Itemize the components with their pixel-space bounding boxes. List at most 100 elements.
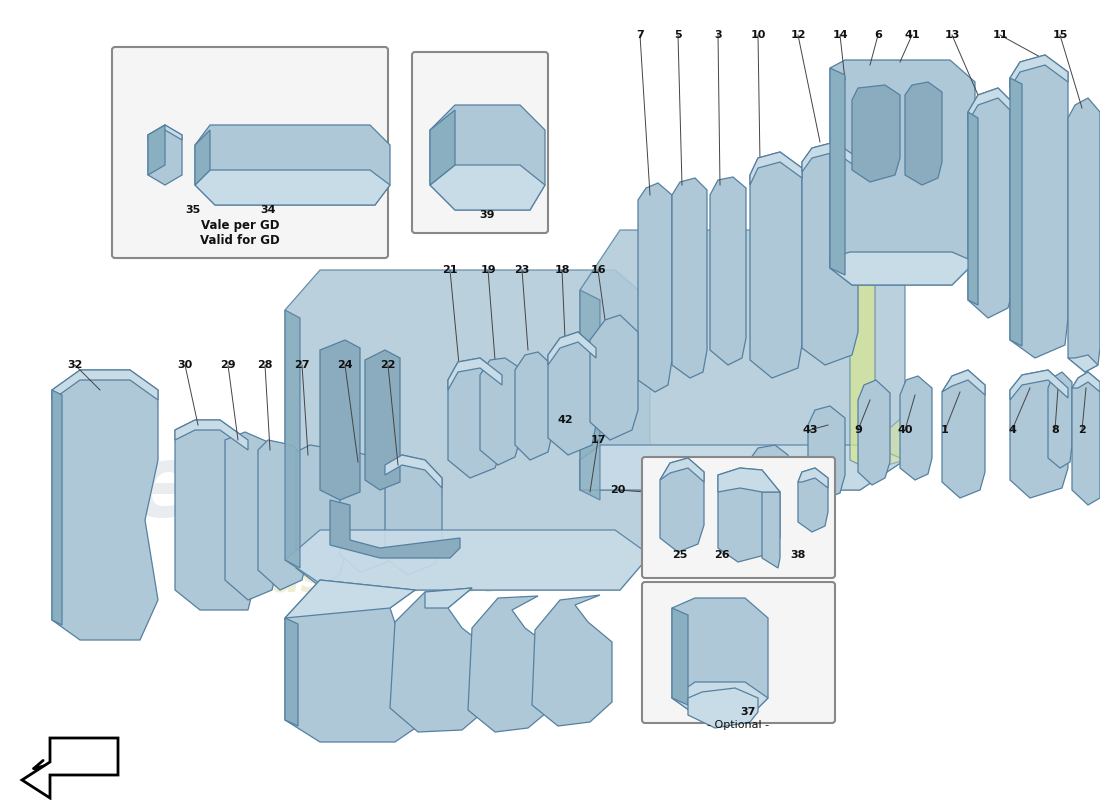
Text: 6: 6 xyxy=(874,30,882,40)
Text: 41: 41 xyxy=(904,30,920,40)
Text: 42: 42 xyxy=(558,415,573,425)
Polygon shape xyxy=(430,105,544,210)
Text: 39: 39 xyxy=(480,210,495,220)
Text: 5: 5 xyxy=(674,30,682,40)
Polygon shape xyxy=(148,125,182,140)
Polygon shape xyxy=(296,445,346,585)
Polygon shape xyxy=(320,340,360,500)
Polygon shape xyxy=(1072,372,1100,392)
Polygon shape xyxy=(830,252,975,285)
Polygon shape xyxy=(285,310,300,568)
Polygon shape xyxy=(1010,55,1068,88)
Polygon shape xyxy=(858,380,890,485)
Polygon shape xyxy=(1010,370,1068,498)
Text: 10: 10 xyxy=(750,30,766,40)
Polygon shape xyxy=(900,376,932,480)
Polygon shape xyxy=(285,618,298,726)
Text: 16: 16 xyxy=(591,265,606,275)
Polygon shape xyxy=(515,352,552,460)
Text: 21: 21 xyxy=(442,265,458,275)
Text: 24: 24 xyxy=(338,360,353,370)
Polygon shape xyxy=(580,445,905,490)
Polygon shape xyxy=(802,142,858,365)
Polygon shape xyxy=(830,68,845,275)
Text: 19: 19 xyxy=(481,265,496,275)
Polygon shape xyxy=(448,358,502,390)
Polygon shape xyxy=(1010,370,1068,400)
Polygon shape xyxy=(870,415,905,470)
Text: 18: 18 xyxy=(554,265,570,275)
FancyBboxPatch shape xyxy=(642,582,835,723)
Polygon shape xyxy=(390,588,488,732)
Polygon shape xyxy=(942,370,985,395)
Polygon shape xyxy=(750,152,802,378)
Text: 17: 17 xyxy=(591,435,606,445)
Polygon shape xyxy=(52,370,158,400)
Polygon shape xyxy=(968,112,978,305)
Text: 27: 27 xyxy=(295,360,310,370)
FancyBboxPatch shape xyxy=(642,457,835,578)
Polygon shape xyxy=(175,420,258,610)
Polygon shape xyxy=(468,596,552,732)
Text: Valid for GD: Valid for GD xyxy=(200,234,279,246)
Text: 3: 3 xyxy=(714,30,722,40)
Polygon shape xyxy=(750,152,802,185)
Polygon shape xyxy=(672,682,768,718)
Polygon shape xyxy=(1010,78,1022,346)
Text: - Optional -: - Optional - xyxy=(707,720,769,730)
Polygon shape xyxy=(968,88,1015,122)
Text: 14: 14 xyxy=(833,30,848,40)
Polygon shape xyxy=(830,60,975,285)
Polygon shape xyxy=(148,125,182,185)
Text: 43: 43 xyxy=(802,425,817,435)
Polygon shape xyxy=(175,420,248,450)
Polygon shape xyxy=(1010,55,1068,358)
Polygon shape xyxy=(580,290,600,500)
Polygon shape xyxy=(226,432,280,600)
Polygon shape xyxy=(340,452,395,572)
Polygon shape xyxy=(748,445,788,510)
Polygon shape xyxy=(852,85,900,182)
Text: 29: 29 xyxy=(220,360,235,370)
Polygon shape xyxy=(718,468,780,492)
Polygon shape xyxy=(365,350,400,490)
Polygon shape xyxy=(762,492,780,568)
Polygon shape xyxy=(672,608,688,705)
Polygon shape xyxy=(1068,98,1100,372)
Text: 15: 15 xyxy=(1053,30,1068,40)
Polygon shape xyxy=(808,406,845,500)
Text: 4: 4 xyxy=(1008,425,1016,435)
Text: 40: 40 xyxy=(898,425,913,435)
Polygon shape xyxy=(285,270,650,590)
Polygon shape xyxy=(905,82,942,185)
Polygon shape xyxy=(22,738,118,798)
Polygon shape xyxy=(285,580,415,618)
Polygon shape xyxy=(480,358,520,465)
Polygon shape xyxy=(802,142,858,172)
Text: 28: 28 xyxy=(257,360,273,370)
Polygon shape xyxy=(548,332,596,455)
Polygon shape xyxy=(1072,372,1100,505)
Polygon shape xyxy=(548,332,596,365)
Text: 37: 37 xyxy=(740,707,756,717)
Polygon shape xyxy=(285,580,430,742)
Polygon shape xyxy=(195,125,390,205)
Polygon shape xyxy=(590,315,638,440)
Polygon shape xyxy=(385,455,442,488)
Polygon shape xyxy=(195,130,210,185)
Text: 22: 22 xyxy=(381,360,396,370)
Text: 2: 2 xyxy=(1078,425,1086,435)
Polygon shape xyxy=(942,370,985,498)
Text: 9: 9 xyxy=(854,425,862,435)
Polygon shape xyxy=(425,588,472,608)
Polygon shape xyxy=(798,468,828,488)
Polygon shape xyxy=(798,468,828,532)
Text: 7: 7 xyxy=(636,30,644,40)
Polygon shape xyxy=(672,598,768,718)
Polygon shape xyxy=(1068,355,1098,372)
Text: 26: 26 xyxy=(714,550,729,560)
Polygon shape xyxy=(580,230,905,490)
FancyBboxPatch shape xyxy=(412,52,548,233)
Text: Vale per GD: Vale per GD xyxy=(200,218,279,231)
Polygon shape xyxy=(708,478,754,542)
